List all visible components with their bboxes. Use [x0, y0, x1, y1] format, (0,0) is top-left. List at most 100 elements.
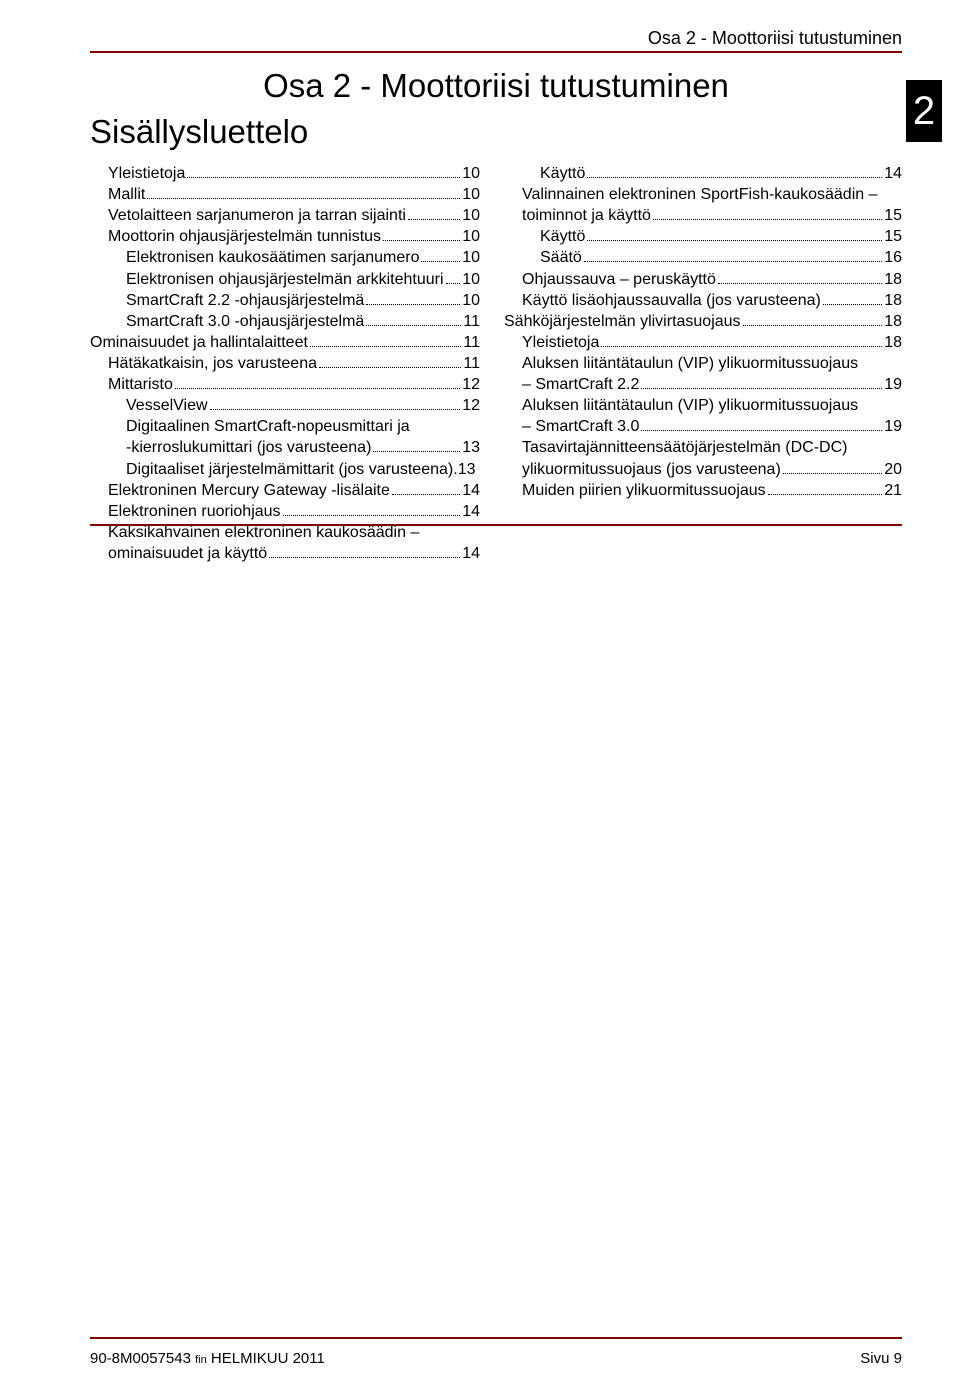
toc-page: 13: [462, 437, 480, 458]
toc-label: Yleistietoja: [108, 163, 185, 184]
toc-label: Elektroninen Mercury Gateway ‑lisälaite: [108, 480, 390, 501]
footer-rule: [90, 1337, 902, 1339]
toc-leader-dots: [718, 283, 882, 284]
toc-entry: SmartCraft 3.0 ‑ohjausjärjestelmä11: [90, 311, 480, 332]
toc-page: 18: [884, 311, 902, 332]
toc-leader-dots: [366, 325, 461, 326]
toc-leader-dots: [641, 388, 882, 389]
toc-entry: Kaksikahvainen elektroninen kaukosäädin …: [90, 522, 480, 564]
toc-entry: Muiden piirien ylikuormitussuojaus 21: [504, 480, 902, 501]
toc-page: 12: [462, 374, 480, 395]
toc-entry: SmartCraft 2.2 ‑ohjausjärjestelmä10: [90, 290, 480, 311]
header-rule: [90, 51, 902, 53]
toc-entry: Yleistietoja 18: [504, 332, 902, 353]
toc-label: SmartCraft 2.2 ‑ohjausjärjestelmä: [126, 290, 364, 311]
toc-leader-dots: [408, 219, 460, 220]
toc-leader-dots: [587, 240, 882, 241]
toc-entry: Digitaalinen SmartCraft‑nopeusmittari ja…: [90, 416, 480, 458]
toc-entry: Mittaristo 12: [90, 374, 480, 395]
header-text: Osa 2 - Moottoriisi tutustuminen: [90, 28, 902, 49]
toc-label: Mallit: [108, 184, 145, 205]
toc-label: Digitaalinen SmartCraft‑nopeusmittari ja: [126, 416, 480, 437]
footer-left: 90-8M0057543 fin HELMIKUU 2011: [90, 1350, 325, 1367]
toc-label: Valinnainen elektroninen SportFish‑kauko…: [522, 184, 902, 205]
toc-leader-dots: [768, 494, 883, 495]
toc-column-right: Käyttö14Valinnainen elektroninen SportFi…: [504, 163, 902, 564]
toc-entry: Säätö16: [504, 247, 902, 268]
toc-page: 18: [884, 269, 902, 290]
toc-label: Moottorin ohjausjärjestelmän tunnistus: [108, 226, 381, 247]
toc-entry: Mallit10: [90, 184, 480, 205]
toc-label: ylikuormitussuojaus (jos varusteena): [522, 459, 781, 480]
toc-entry: Elektroninen Mercury Gateway ‑lisälaite1…: [90, 480, 480, 501]
toc-entry: Valinnainen elektroninen SportFish‑kauko…: [504, 184, 902, 226]
toc-leader-dots: [783, 473, 882, 474]
section-tab-number: 2: [906, 80, 942, 142]
toc-entry: Moottorin ohjausjärjestelmän tunnistus 10: [90, 226, 480, 247]
toc-entry: Elektronisen ohjausjärjestelmän arkkiteh…: [90, 269, 480, 290]
toc-page: 20: [884, 459, 902, 480]
toc-entry: Elektronisen kaukosäätimen sarjanumero10: [90, 247, 480, 268]
toc-label: Käyttö lisäohjaussauvalla (jos varusteen…: [522, 290, 821, 311]
toc-page: 18: [884, 332, 902, 353]
toc-label: Vetolaitteen sarjanumeron ja tarran sija…: [108, 205, 406, 226]
toc-page: 10: [462, 163, 480, 184]
toc-columns: Yleistietoja10Mallit10Vetolaitteen sarja…: [90, 163, 902, 564]
toc-label: Aluksen liitäntätaulun (VIP) ylikuormitu…: [522, 395, 902, 416]
toc-leader-dots: [653, 219, 882, 220]
toc-entry: Hätäkatkaisin, jos varusteena11: [90, 353, 480, 374]
toc-entry: Aluksen liitäntätaulun (VIP) ylikuormitu…: [504, 395, 902, 437]
toc-entry: Digitaaliset järjestelmämittarit (jos va…: [90, 459, 480, 480]
toc-entry: Käyttö14: [504, 163, 902, 184]
toc-label: Mittaristo: [108, 374, 173, 395]
toc-label: VesselView: [126, 395, 208, 416]
toc-leader-dots: [641, 430, 882, 431]
toc-leader-dots: [587, 177, 882, 178]
toc-page: 10: [462, 247, 480, 268]
toc-heading: Sisällysluettelo: [90, 113, 902, 151]
toc-entry: Sähköjärjestelmän ylivirtasuojaus18: [504, 311, 902, 332]
page-footer: 90-8M0057543 fin HELMIKUU 2011 Sivu 9: [90, 1350, 902, 1367]
toc-entry: Käyttö15: [504, 226, 902, 247]
toc-leader-dots: [421, 261, 460, 262]
page-header: Osa 2 - Moottoriisi tutustuminen: [90, 28, 902, 53]
toc-label: Tasavirtajännitteensäätöjärjestelmän (DC…: [522, 437, 902, 458]
toc-leader-dots: [210, 409, 461, 410]
toc-label: Muiden piirien ylikuormitussuojaus: [522, 480, 766, 501]
toc-page: 15: [884, 226, 902, 247]
toc-entry: VesselView12: [90, 395, 480, 416]
toc-page: 10: [462, 205, 480, 226]
toc-leader-dots: [823, 304, 882, 305]
footer-date: HELMIKUU 2011: [211, 1350, 325, 1367]
toc-page: 14: [462, 543, 480, 564]
toc-page: 21: [884, 480, 902, 501]
footer-lang: fin: [195, 1354, 207, 1366]
toc-end-rule: [90, 524, 902, 526]
toc-label: Elektroninen ruoriohjaus: [108, 501, 281, 522]
toc-label: – SmartCraft 2.2: [522, 374, 639, 395]
toc-leader-dots: [366, 304, 460, 305]
toc-entry: Elektroninen ruoriohjaus 14: [90, 501, 480, 522]
toc-label: Käyttö: [540, 163, 585, 184]
toc-leader-dots: [601, 346, 882, 347]
toc-leader-dots: [446, 283, 461, 284]
toc-label: Ominaisuudet ja hallintalaitteet: [90, 332, 308, 353]
toc-leader-dots: [187, 177, 460, 178]
toc-entry: Vetolaitteen sarjanumeron ja tarran sija…: [90, 205, 480, 226]
toc-page: 19: [884, 416, 902, 437]
toc-entry: Käyttö lisäohjaussauvalla (jos varusteen…: [504, 290, 902, 311]
toc-label: Yleistietoja: [522, 332, 599, 353]
toc-page: 14: [462, 501, 480, 522]
toc-label: Hätäkatkaisin, jos varusteena: [108, 353, 317, 374]
toc-label: toiminnot ja käyttö: [522, 205, 651, 226]
toc-leader-dots: [584, 261, 882, 262]
section-title: Osa 2 - Moottoriisi tutustuminen: [90, 67, 902, 105]
toc-page: 10: [462, 226, 480, 247]
toc-entry: Tasavirtajännitteensäätöjärjestelmän (DC…: [504, 437, 902, 479]
toc-entry: Ohjaussauva – peruskäyttö18: [504, 269, 902, 290]
toc-leader-dots: [310, 346, 461, 347]
toc-label: ‑kierroslukumittari (jos varusteena): [126, 437, 371, 458]
footer-page-number: Sivu 9: [860, 1350, 902, 1367]
toc-leader-dots: [283, 515, 461, 516]
toc-page: 15: [884, 205, 902, 226]
